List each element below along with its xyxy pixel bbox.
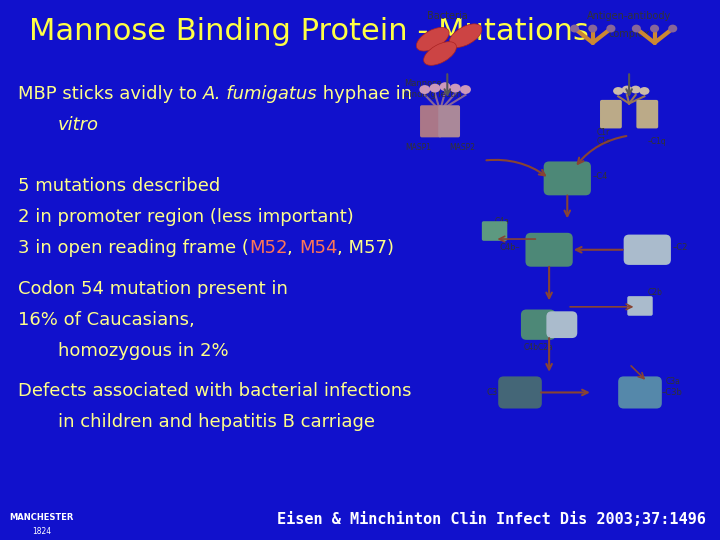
Ellipse shape — [622, 86, 632, 93]
Text: homozygous in 2%: homozygous in 2% — [58, 342, 228, 360]
Text: vitro: vitro — [58, 116, 99, 134]
Text: ,: , — [287, 239, 299, 257]
Text: in children and hepatitis B carriage: in children and hepatitis B carriage — [58, 413, 374, 431]
Ellipse shape — [639, 87, 649, 95]
Ellipse shape — [423, 42, 456, 65]
Text: Mannose Binding Protein - Mutations: Mannose Binding Protein - Mutations — [29, 17, 589, 46]
Text: M52: M52 — [249, 239, 287, 257]
Text: Mannose-
binding lectin: Mannose- binding lectin — [404, 79, 462, 99]
Text: , M57): , M57) — [338, 239, 395, 257]
Text: Antigen-antibody: Antigen-antibody — [587, 11, 671, 21]
Text: –C2: –C2 — [672, 244, 688, 253]
Text: –C4: –C4 — [593, 172, 608, 181]
Ellipse shape — [632, 25, 641, 32]
Text: M54: M54 — [299, 239, 338, 257]
Text: C4a: C4a — [495, 217, 510, 226]
Text: 16% of Caucasians,: 16% of Caucasians, — [18, 310, 194, 329]
FancyBboxPatch shape — [546, 311, 577, 338]
Text: MASP1: MASP1 — [405, 143, 431, 152]
Text: 3 in open reading frame (: 3 in open reading frame ( — [18, 239, 249, 257]
FancyBboxPatch shape — [482, 221, 508, 241]
Ellipse shape — [450, 84, 461, 92]
Text: MASP2: MASP2 — [449, 143, 475, 152]
FancyBboxPatch shape — [526, 233, 572, 267]
FancyBboxPatch shape — [544, 161, 591, 195]
FancyBboxPatch shape — [438, 105, 460, 137]
Text: complex: complex — [608, 29, 649, 38]
FancyBboxPatch shape — [624, 234, 671, 265]
Text: C3: C3 — [487, 388, 498, 397]
Ellipse shape — [613, 87, 624, 95]
Ellipse shape — [570, 25, 579, 32]
Ellipse shape — [440, 82, 451, 91]
Text: C4b–: C4b– — [499, 244, 520, 253]
FancyBboxPatch shape — [618, 376, 662, 409]
Ellipse shape — [668, 25, 678, 32]
Text: Defects associated with bacterial infections: Defects associated with bacterial infect… — [18, 382, 412, 400]
Ellipse shape — [416, 28, 449, 51]
FancyBboxPatch shape — [420, 105, 442, 137]
Ellipse shape — [650, 25, 659, 32]
Text: –C3b: –C3b — [662, 388, 683, 397]
Ellipse shape — [430, 84, 441, 92]
Text: Codon 54 mutation present in: Codon 54 mutation present in — [18, 280, 288, 298]
FancyBboxPatch shape — [521, 309, 555, 340]
Text: 2 in promoter region (less important): 2 in promoter region (less important) — [18, 208, 354, 226]
FancyBboxPatch shape — [636, 100, 658, 129]
Text: MBP sticks avidly to: MBP sticks avidly to — [18, 85, 203, 103]
Text: Eisen & Minchinton Clin Infect Dis 2003;37:1496: Eisen & Minchinton Clin Infect Dis 2003;… — [276, 512, 706, 527]
Ellipse shape — [449, 24, 482, 48]
Text: –C1q: –C1q — [647, 137, 666, 146]
Ellipse shape — [588, 25, 598, 32]
Text: C2b: C2b — [647, 288, 662, 297]
FancyBboxPatch shape — [627, 296, 653, 316]
Text: 5 mutations described: 5 mutations described — [18, 177, 220, 195]
Text: C4bC2a: C4bC2a — [523, 342, 554, 352]
Ellipse shape — [606, 25, 616, 32]
Ellipse shape — [631, 86, 641, 93]
Ellipse shape — [460, 85, 471, 94]
Text: hyphae in: hyphae in — [318, 85, 413, 103]
Ellipse shape — [419, 85, 431, 94]
Text: MANCHESTER: MANCHESTER — [9, 513, 73, 522]
Text: 1824: 1824 — [32, 528, 51, 536]
FancyBboxPatch shape — [498, 376, 542, 409]
Text: C3a: C3a — [665, 377, 680, 386]
Text: Bacteria: Bacteria — [427, 11, 468, 21]
Text: C1r: C1r — [596, 128, 610, 137]
Text: A. fumigatus: A. fumigatus — [203, 85, 318, 103]
Text: C1s: C1s — [596, 137, 611, 146]
FancyBboxPatch shape — [600, 100, 622, 129]
